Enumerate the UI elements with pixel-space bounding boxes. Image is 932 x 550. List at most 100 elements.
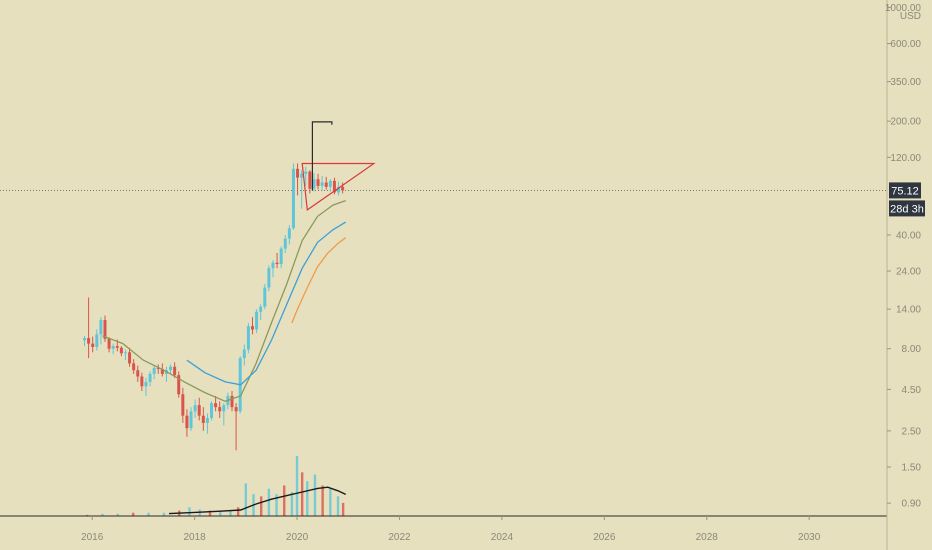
candle-body: [291, 168, 295, 229]
candle: [91, 336, 95, 353]
candle-body: [246, 326, 250, 350]
volume-bar: [188, 507, 191, 516]
y-tick-label: 4.50: [902, 385, 922, 396]
candle-body: [316, 179, 320, 186]
volume-bar: [300, 472, 304, 516]
candle: [181, 387, 185, 423]
volume-bar: [85, 514, 89, 516]
y-tick-label: 600.00: [890, 39, 921, 50]
volume-bar: [131, 512, 135, 516]
candle: [287, 225, 291, 245]
volume-bar: [267, 488, 271, 516]
candle-body: [144, 381, 148, 387]
x-tick-label: 2022: [388, 532, 411, 543]
volume-bar: [313, 474, 317, 516]
candle: [320, 176, 324, 191]
candle: [119, 346, 123, 357]
candle-body: [287, 228, 291, 239]
y-tick-label: 14.00: [896, 305, 921, 316]
candle-body: [148, 373, 152, 382]
candle: [304, 166, 308, 186]
candle: [140, 372, 144, 391]
y-tick-label: 200.00: [890, 117, 921, 128]
candle-body: [111, 346, 115, 349]
x-tick-label: 2030: [798, 532, 821, 543]
candle: [218, 401, 222, 419]
volume-bar: [290, 492, 294, 516]
y-tick-label: 0.90: [902, 499, 922, 510]
candle-body: [210, 403, 214, 419]
candle: [316, 173, 320, 190]
candle-body: [95, 334, 99, 347]
candle-body: [300, 173, 304, 178]
volume-bar: [219, 511, 222, 516]
candle-body: [337, 186, 341, 193]
x-tick-label: 2026: [593, 532, 616, 543]
candle-body: [132, 363, 136, 371]
candle-body: [140, 376, 144, 387]
candle-body: [308, 171, 312, 189]
candle: [242, 344, 246, 366]
candle-body: [136, 370, 140, 377]
candle: [267, 265, 271, 292]
candle: [177, 371, 181, 398]
candle: [300, 170, 304, 209]
volume-bar: [162, 512, 166, 516]
candle: [312, 173, 316, 192]
bracket-annotation: [311, 121, 333, 191]
x-tick-label: 2016: [81, 532, 104, 543]
volume-bar: [295, 456, 299, 516]
candle: [95, 329, 99, 351]
candle-body: [197, 405, 201, 416]
candle: [103, 315, 107, 342]
candle-body: [193, 405, 197, 412]
volume-bar: [306, 481, 309, 516]
y-tick-label: 24.00: [896, 267, 921, 278]
candle-body: [279, 248, 283, 265]
y-tick-label: 40.00: [896, 230, 921, 241]
candle-body: [152, 367, 156, 374]
candle: [148, 371, 152, 387]
candle: [259, 304, 263, 321]
candle: [291, 163, 295, 230]
volume-bar: [208, 510, 212, 516]
candle: [341, 182, 345, 194]
last-price-tag-bg: [889, 182, 921, 199]
countdown-tag: 28d 3h: [890, 203, 924, 215]
candle-body: [255, 311, 259, 330]
candle-body: [119, 347, 123, 354]
candle: [283, 234, 287, 253]
candle-body: [283, 238, 287, 249]
y-tick-label: 120.00: [890, 153, 921, 164]
candle-body: [271, 262, 275, 269]
candle-body: [107, 338, 111, 349]
volume-bar: [244, 483, 248, 516]
candle: [222, 403, 226, 426]
candle-body: [91, 343, 95, 347]
volume-bar: [236, 507, 240, 516]
volume-layer: [85, 456, 346, 516]
candle-body: [259, 306, 263, 312]
candle-body: [304, 171, 308, 174]
candle-body: [250, 326, 254, 330]
candle: [201, 407, 205, 431]
candle-body: [341, 186, 345, 191]
countdown-tag-bg: [889, 200, 925, 217]
candle: [164, 366, 168, 382]
candle: [144, 377, 148, 396]
x-tick-label: 2020: [286, 532, 309, 543]
candle-body: [332, 180, 336, 193]
candle: [156, 364, 160, 374]
volume-ma-line: [168, 486, 346, 515]
candle: [197, 397, 201, 421]
candle: [193, 399, 197, 419]
volume-bar: [101, 513, 104, 516]
candle-body: [173, 366, 177, 376]
candle: [83, 335, 87, 347]
candle: [214, 395, 218, 412]
y-tick-label: 1000.00: [885, 3, 922, 14]
candle-body: [234, 407, 238, 412]
volume-bar: [336, 496, 340, 516]
candle: [263, 283, 267, 310]
